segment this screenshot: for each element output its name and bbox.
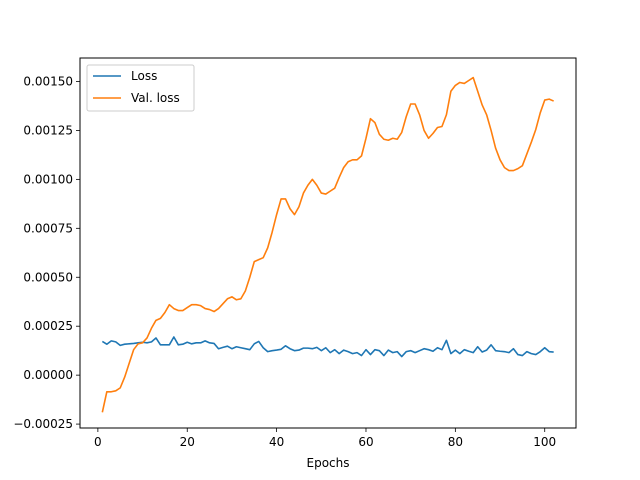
legend: Loss Val. loss [86, 64, 195, 112]
plot-lines [101, 76, 554, 413]
y-tick-label: 0.00100 [23, 172, 73, 186]
x-tick-label: 20 [180, 435, 195, 449]
series-line-val-loss [101, 76, 554, 413]
legend-label-loss: Loss [131, 69, 157, 83]
x-tick-label: 40 [269, 435, 284, 449]
y-tick-label: 0.00025 [23, 319, 73, 333]
y-tick-label: 0.00150 [23, 74, 73, 88]
x-tick-label: 0 [94, 435, 102, 449]
y-tick-label: 0.00125 [23, 123, 73, 137]
legend-label-val-loss: Val. loss [131, 91, 180, 105]
series-line-loss [101, 336, 554, 358]
x-tick-label: 80 [448, 435, 463, 449]
y-axis: −0.00025 0.00000 0.00025 0.00050 0.00075 0.00… [13, 74, 80, 431]
x-axis: 0 20 40 60 80 100 [94, 428, 556, 449]
y-tick-label: 0.00075 [23, 221, 73, 235]
plot-frame [79, 57, 577, 429]
y-tick-label: 0.00000 [23, 368, 73, 382]
y-tick-label: −0.00025 [13, 417, 73, 431]
y-tick-label: 0.00050 [23, 270, 73, 284]
x-tick-label: 100 [533, 435, 556, 449]
x-axis-label: Epochs [307, 456, 350, 470]
x-tick-label: 60 [358, 435, 373, 449]
